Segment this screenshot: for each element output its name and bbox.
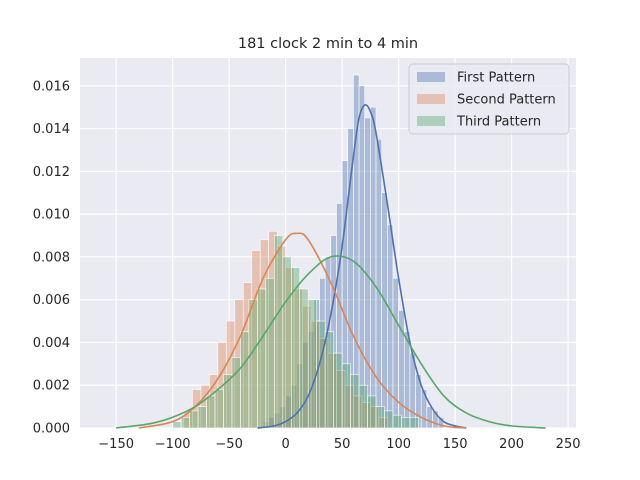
hist-bar-series-3: [282, 256, 292, 429]
hist-bar-series-3: [240, 331, 250, 429]
hist-bar-series-3: [214, 389, 224, 429]
legend: First Pattern Second Pattern Third Pattern: [408, 63, 570, 135]
y-tick-label: 0.008: [33, 250, 70, 265]
hist-bar-series-1: [358, 85, 366, 429]
chart-title: 181 clock 2 min to 4 min: [238, 36, 418, 52]
x-tick-label: 100: [386, 437, 411, 452]
x-tick-label: −100: [155, 437, 191, 452]
x-tick-label: −150: [98, 437, 134, 452]
hist-bar-series-1: [370, 106, 377, 429]
hist-bar-series-3: [324, 331, 334, 429]
hist-bar-series-3: [375, 406, 385, 429]
x-tick-label: 50: [334, 437, 351, 452]
kde-line-series-1: [257, 104, 467, 429]
hist-bar-series-3: [265, 277, 275, 429]
hist-bar-series-3: [257, 288, 267, 429]
hist-bar-series-3: [180, 417, 190, 429]
hist-bar-series-1: [426, 406, 433, 429]
hist-bar-series-3: [350, 374, 360, 429]
hist-bar-series-3: [384, 410, 394, 429]
y-tick-label: 0.000: [33, 422, 70, 437]
legend-label-series-3: Third Pattern: [456, 115, 541, 130]
hist-bar-series-1: [375, 138, 382, 429]
hist-bar-series-1: [392, 277, 399, 429]
y-tick-label: 0.012: [33, 165, 70, 180]
legend-box: [408, 63, 570, 135]
hist-bar-series-3: [409, 417, 419, 429]
hist-bar-series-3: [367, 395, 377, 429]
x-tick-label: 250: [556, 437, 581, 452]
hist-bar-series-3: [307, 299, 318, 429]
hist-bar-series-3: [172, 421, 182, 429]
y-tick-label: 0.004: [33, 336, 70, 351]
hist-bar-series-1: [381, 192, 388, 429]
y-tick-label: 0.002: [33, 379, 70, 394]
y-tick-label: 0.014: [33, 122, 70, 137]
hist-bar-series-3: [333, 352, 343, 429]
hist-bar-series-3: [316, 320, 326, 429]
x-tick-label: 200: [499, 437, 524, 452]
hist-bar-series-3: [341, 363, 351, 429]
legend-swatch-series-1: [417, 72, 445, 82]
y-tick-label: 0.010: [33, 208, 70, 223]
legend-swatch-series-3: [417, 116, 445, 126]
hist-bar-series-3: [231, 357, 241, 429]
hist-bar-series-3: [248, 299, 258, 429]
legend-label-series-1: First Pattern: [457, 71, 535, 86]
y-tick-label: 0.016: [33, 79, 70, 94]
hist-bar-series-1: [437, 417, 445, 429]
hist-bar-series-3: [206, 395, 216, 429]
y-tick-label: 0.006: [33, 293, 70, 308]
x-tick-label: 0: [281, 437, 289, 452]
x-tick-label: 150: [443, 437, 468, 452]
legend-label-series-2: Second Pattern: [457, 93, 556, 108]
hist-bar-series-3: [189, 410, 199, 429]
hist-bar-series-3: [358, 384, 368, 429]
hist-bar-series-3: [197, 406, 207, 429]
y-axis-ticks: 0.000 0.002 0.004 0.006 0.008 0.010 0.012 0.014…: [33, 79, 70, 436]
kde-curves: [116, 104, 546, 429]
hist-bar-series-3: [401, 417, 411, 429]
hist-bar-series-1: [403, 331, 411, 429]
x-tick-label: −50: [215, 437, 242, 452]
kde-line-series-2: [138, 232, 467, 429]
hist-bar-series-3: [274, 235, 284, 429]
hist-bar-series-1: [387, 224, 394, 429]
x-axis-ticks: −150 −100 −50 0 50 100 150 200 250: [98, 437, 580, 452]
hist-bar-series-3: [392, 414, 402, 429]
kde-line-series-3: [116, 255, 546, 429]
legend-swatch-series-2: [417, 94, 445, 104]
